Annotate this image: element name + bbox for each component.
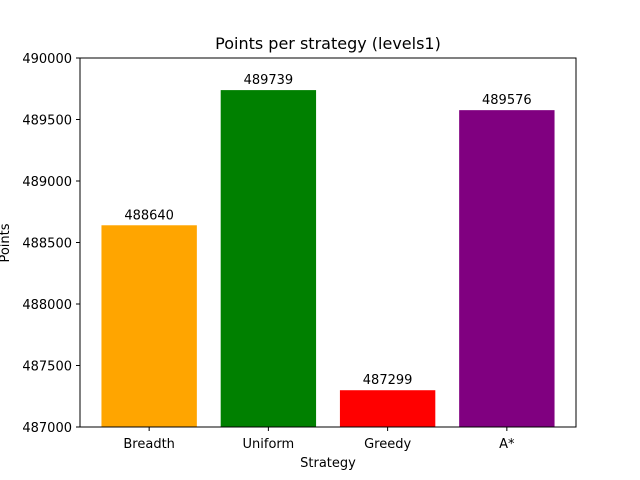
y-axis-label: Points <box>0 223 13 262</box>
ticks-layer: Breadth Uniform Greedy A* 487000 487500 488000… <box>22 52 515 452</box>
x-tick-label-3: A* <box>499 437 515 452</box>
y-tick-label-5: 489500 <box>22 114 72 129</box>
y-tick-label-1: 487500 <box>22 360 72 375</box>
bar-1 <box>220 90 317 427</box>
bar-2 <box>339 390 436 427</box>
x-tick-label-2: Greedy <box>364 437 411 452</box>
data-label-0: 488640 <box>124 208 174 223</box>
x-tick-label-0: Breadth <box>123 437 175 452</box>
y-tick-label-3: 488500 <box>22 237 72 252</box>
bar-3 <box>459 110 555 427</box>
x-axis-label: Strategy <box>300 456 356 471</box>
bars-layer <box>101 90 555 427</box>
data-labels-layer: 488640 489739 487299 489576 <box>124 73 531 388</box>
y-tick-label-4: 489000 <box>22 175 72 190</box>
y-tick-label-6: 490000 <box>22 52 72 67</box>
y-tick-label-0: 487000 <box>22 421 72 436</box>
chart-title: Points per strategy (levels1) <box>215 34 441 53</box>
bar-0 <box>101 225 197 427</box>
x-tick-label-1: Uniform <box>243 437 295 452</box>
data-label-2: 487299 <box>363 373 413 388</box>
data-label-1: 489739 <box>244 73 294 88</box>
data-label-3: 489576 <box>482 93 532 108</box>
plot-frame <box>79 57 577 428</box>
y-tick-label-2: 488000 <box>22 298 72 313</box>
